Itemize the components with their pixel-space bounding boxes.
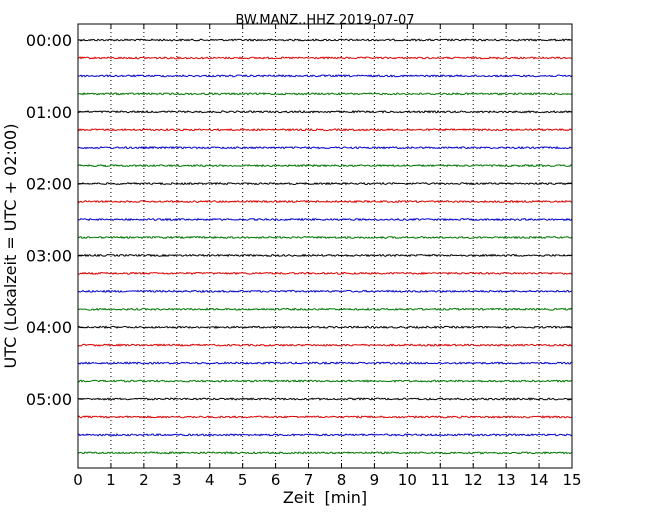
trace-line: [77, 181, 573, 186]
trace-line: [77, 415, 573, 419]
vertical-grid: [110, 24, 540, 468]
y-axis: 00:00 01:00 02:00 03:00 04:00 05:00: [26, 31, 572, 409]
trace-line: [77, 110, 573, 114]
y-tick-label: 05:00: [26, 390, 72, 409]
x-tick-label: 9: [370, 471, 380, 489]
x-tick-label: 1: [106, 471, 116, 489]
x-tick-label: 3: [172, 471, 182, 489]
trace-line: [77, 163, 573, 168]
y-tick-label: 02:00: [26, 175, 72, 194]
x-tick-label: 4: [205, 471, 215, 489]
trace-line: [77, 38, 573, 42]
trace-line: [77, 253, 573, 258]
trace-line: [77, 307, 573, 311]
trace-line: [77, 271, 573, 276]
x-tick-label: 10: [398, 471, 417, 489]
y-tick-label: 00:00: [26, 31, 72, 50]
trace-group: [77, 38, 573, 455]
x-tick-label: 13: [497, 471, 516, 489]
y-axis-label: UTC (Lokalzeit = UTC + 02:00): [1, 124, 20, 369]
trace-line: [77, 199, 573, 204]
x-tick-label: 2: [139, 471, 149, 489]
trace-line: [77, 217, 573, 222]
trace-line: [77, 343, 573, 347]
x-tick-label: 0: [73, 471, 83, 489]
y-tick-label: 03:00: [26, 246, 72, 265]
trace-line: [77, 289, 573, 294]
trace-line: [77, 92, 573, 96]
y-tick-label: 04:00: [26, 318, 72, 337]
trace-line: [77, 397, 573, 401]
x-tick-label: 15: [562, 471, 581, 489]
trace-line: [77, 235, 573, 240]
x-tick-label: 7: [304, 471, 314, 489]
trace-line: [77, 128, 573, 132]
x-axis: 0 1 2 3 4 5 6 7 8 9 10 11 12 13 14 15: [73, 24, 582, 489]
chart-title: BW.MANZ..HHZ 2019-07-07: [235, 13, 414, 28]
plot-frame: [77, 23, 573, 469]
trace-line: [77, 325, 573, 330]
x-tick-label: 14: [530, 471, 549, 489]
x-tick-label: 6: [271, 471, 281, 489]
trace-line: [77, 433, 573, 437]
trace-line: [77, 379, 573, 383]
x-axis-label: Zeit [min]: [283, 488, 367, 507]
trace-line: [77, 145, 573, 150]
y-tick-label: 01:00: [26, 103, 72, 122]
trace-line: [77, 451, 573, 455]
trace-line: [77, 74, 573, 78]
x-tick-label: 8: [337, 471, 347, 489]
trace-line: [77, 361, 573, 365]
x-tick-label: 12: [464, 471, 483, 489]
x-tick-label: 11: [431, 471, 450, 489]
x-tick-label: 5: [238, 471, 248, 489]
trace-line: [77, 56, 573, 60]
